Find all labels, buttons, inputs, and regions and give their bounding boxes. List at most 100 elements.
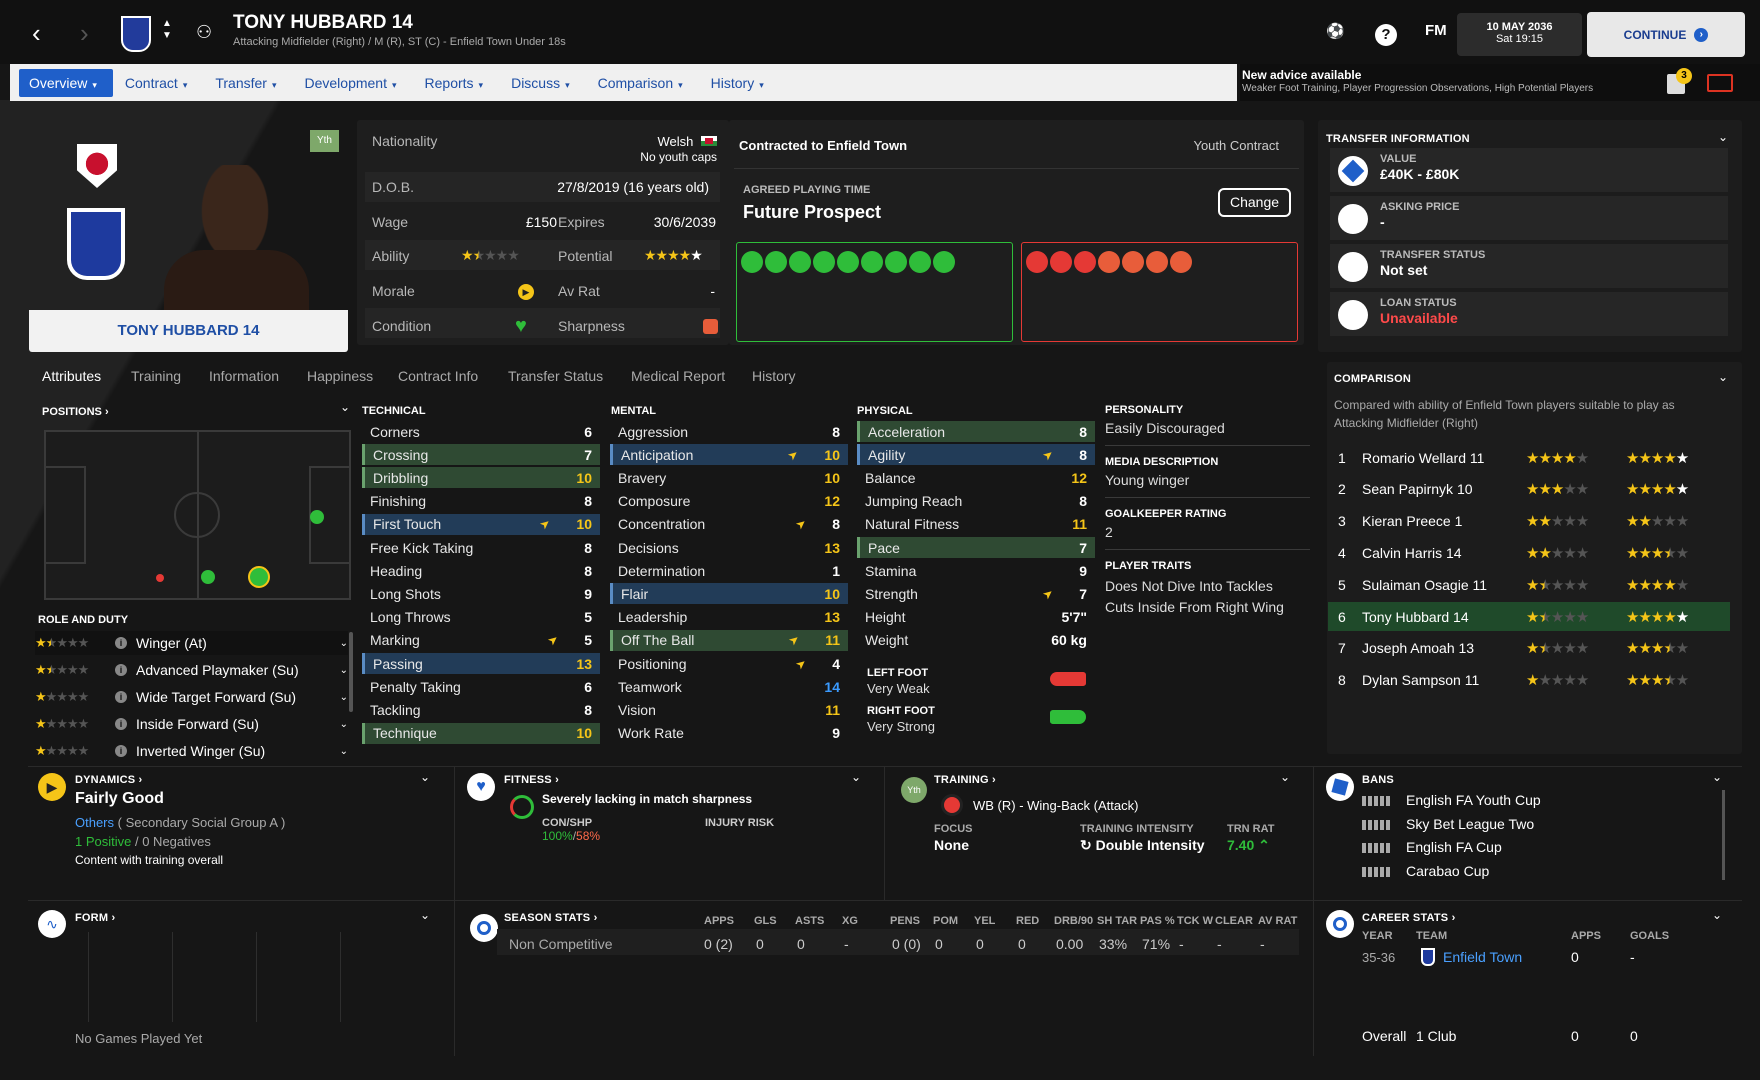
attribute-row[interactable]: Heading 8 xyxy=(362,560,600,581)
attribute-row[interactable]: Leadership 13 xyxy=(610,607,848,628)
tab-history[interactable]: History xyxy=(752,368,796,384)
negative-trait-icon[interactable] xyxy=(1170,251,1192,273)
menu-comparison[interactable]: Comparison ▾ xyxy=(597,74,683,91)
attribute-row[interactable]: Aggression 8 xyxy=(610,421,848,442)
attribute-row[interactable]: Vision 11 xyxy=(610,699,848,720)
trait-item[interactable]: Cuts Inside From Right Wing xyxy=(1105,599,1284,615)
chevron-down-icon[interactable]: ⌄ xyxy=(1717,370,1728,384)
chevron-down-icon[interactable]: ⌄ xyxy=(1712,770,1723,784)
roles-scrollbar[interactable] xyxy=(349,632,353,712)
attribute-row[interactable]: Marking ➤ 5 xyxy=(362,630,600,651)
attribute-row[interactable]: Off The Ball ➤ 11 xyxy=(610,629,848,651)
attribute-row[interactable]: Finishing 8 xyxy=(362,491,600,512)
attribute-row[interactable]: Bravery 10 xyxy=(610,467,848,488)
tab-training[interactable]: Training xyxy=(131,368,182,384)
role-row[interactable]: ★★★★★ i Inverted Winger (Su) ⌄ xyxy=(35,739,348,763)
menu-contract[interactable]: Contract ▾ xyxy=(124,74,188,91)
chevron-down-icon[interactable]: ⌄ xyxy=(339,637,348,649)
player-switch-icon[interactable]: ▲ ▼ xyxy=(162,18,172,41)
attribute-row[interactable]: Agility ➤ 8 xyxy=(857,444,1095,466)
negative-trait-icon[interactable] xyxy=(1098,251,1120,273)
chevron-down-icon[interactable]: ⌄ xyxy=(1717,130,1728,144)
positive-trait-icon[interactable] xyxy=(789,251,811,273)
attribute-row[interactable]: Penalty Taking 6 xyxy=(362,676,600,697)
position-dot-amr[interactable] xyxy=(310,510,324,524)
condition-heart-icon[interactable]: ♥ xyxy=(515,315,527,337)
positive-trait-icon[interactable] xyxy=(861,251,883,273)
career-team-link[interactable]: Enfield Town xyxy=(1443,949,1523,965)
chevron-down-icon[interactable]: ⌄ xyxy=(339,691,348,703)
positive-trait-icon[interactable] xyxy=(765,251,787,273)
morale-icon[interactable]: ▶ xyxy=(518,284,534,300)
positive-trait-icon[interactable] xyxy=(741,251,763,273)
comparison-row[interactable]: 1 Romario Wellard 11 ★★★★★ ★★★★★ xyxy=(1328,443,1730,472)
chevron-down-icon[interactable]: ⌄ xyxy=(851,770,862,784)
attribute-row[interactable]: Decisions 13 xyxy=(610,537,848,558)
attribute-row[interactable]: Free Kick Taking 8 xyxy=(362,537,600,558)
chevron-down-icon[interactable]: ⌄ xyxy=(1712,908,1723,922)
group-link[interactable]: Others xyxy=(75,815,115,830)
attribute-row[interactable]: Dribbling 10 xyxy=(362,467,600,489)
chevron-down-icon[interactable]: ⌄ xyxy=(339,718,348,730)
change-button[interactable]: Change xyxy=(1218,188,1291,217)
attribute-row[interactable]: Anticipation ➤ 10 xyxy=(610,444,848,466)
info-icon[interactable]: i xyxy=(115,718,127,730)
continue-button[interactable]: CONTINUE › xyxy=(1587,12,1745,57)
fm-menu[interactable]: FM xyxy=(1425,22,1447,39)
help-icon[interactable]: ? xyxy=(1375,24,1397,46)
attribute-row[interactable]: Determination 1 xyxy=(610,560,848,581)
comparison-row[interactable]: 7 Joseph Amoah 13 ★★★★★ ★★★★★ xyxy=(1328,634,1730,663)
fitness-title[interactable]: FITNESS › xyxy=(504,774,559,786)
tab-happiness[interactable]: Happiness xyxy=(307,368,374,384)
comparison-row[interactable]: 3 Kieran Preece 1 ★★★★★ ★★★★★ xyxy=(1328,507,1730,536)
attribute-row[interactable]: Work Rate 9 xyxy=(610,723,848,744)
chevron-down-icon[interactable]: ⌄ xyxy=(420,908,431,922)
negative-trait-icon[interactable] xyxy=(1026,251,1048,273)
role-row[interactable]: ★★★★★ i Winger (At) ⌄ xyxy=(35,631,348,655)
attribute-row[interactable]: Teamwork 14 xyxy=(610,676,848,697)
menu-discuss[interactable]: Discuss ▾ xyxy=(511,74,570,91)
chevron-down-icon[interactable]: ⌄ xyxy=(339,745,348,757)
game-date[interactable]: 10 MAY 2036 Sat 19:15 xyxy=(1457,13,1582,56)
chevron-down-icon[interactable]: ⌄ xyxy=(1280,770,1291,784)
tab-attributes[interactable]: Attributes xyxy=(42,368,102,384)
comparison-row[interactable]: 6 Tony Hubbard 14 ★★★★★ ★★★★★ xyxy=(1328,602,1730,631)
role-row[interactable]: ★★★★★ i Inside Forward (Su) ⌄ xyxy=(35,712,348,736)
position-dot-mr[interactable] xyxy=(201,570,215,584)
role-row[interactable]: ★★★★★ i Wide Target Forward (Su) ⌄ xyxy=(35,685,348,709)
menu-development[interactable]: Development ▾ xyxy=(304,74,397,91)
trait-item[interactable]: Does Not Dive Into Tackles xyxy=(1105,578,1273,594)
tab-information[interactable]: Information xyxy=(209,368,280,384)
menu-transfer[interactable]: Transfer ▾ xyxy=(215,74,277,91)
positive-trait-icon[interactable] xyxy=(885,251,907,273)
attribute-row[interactable]: Crossing 7 xyxy=(362,444,600,466)
advice-panel[interactable]: New advice available Weaker Foot Trainin… xyxy=(1240,64,1760,101)
positions-label[interactable]: POSITIONS › xyxy=(42,406,109,418)
negative-trait-icon[interactable] xyxy=(1050,251,1072,273)
intensity-value[interactable]: ↻ Double Intensity xyxy=(1080,837,1205,854)
bans-scrollbar[interactable] xyxy=(1722,790,1725,880)
info-icon[interactable]: i xyxy=(115,691,127,703)
attribute-row[interactable]: Long Throws 5 xyxy=(362,607,600,628)
season-title[interactable]: SEASON STATS › xyxy=(504,912,598,924)
ball-icon[interactable]: ⚽ xyxy=(1326,23,1345,40)
chevron-down-icon[interactable]: ⌄ xyxy=(420,770,431,784)
attribute-row[interactable]: Height 5'7" xyxy=(857,607,1095,628)
comparison-row[interactable]: 4 Calvin Harris 14 ★★★★★ ★★★★★ xyxy=(1328,538,1730,567)
tab-transfer-status[interactable]: Transfer Status xyxy=(508,368,604,384)
comparison-row[interactable]: 2 Sean Papirnyk 10 ★★★★★ ★★★★★ xyxy=(1328,475,1730,504)
position-dot-st[interactable] xyxy=(156,574,164,582)
menu-overview[interactable]: Overview ▾ xyxy=(19,68,113,97)
sharpness-icon[interactable] xyxy=(703,319,718,334)
attribute-row[interactable]: Weight 60 kg xyxy=(857,630,1095,651)
attribute-row[interactable]: Pace 7 xyxy=(857,537,1095,558)
attribute-row[interactable]: Composure 12 xyxy=(610,491,848,512)
attribute-row[interactable]: Stamina 9 xyxy=(857,560,1095,581)
attribute-row[interactable]: Acceleration 8 xyxy=(857,421,1095,442)
position-dot-selected[interactable] xyxy=(248,566,270,588)
training-role[interactable]: WB (R) - Wing-Back (Attack) xyxy=(973,798,1139,813)
role-row[interactable]: ★★★★★ i Advanced Playmaker (Su) ⌄ xyxy=(35,658,348,682)
attribute-row[interactable]: Corners 6 xyxy=(362,421,600,442)
career-title[interactable]: CAREER STATS › xyxy=(1362,912,1456,924)
binoculars-icon[interactable]: ⚇ xyxy=(196,22,213,42)
